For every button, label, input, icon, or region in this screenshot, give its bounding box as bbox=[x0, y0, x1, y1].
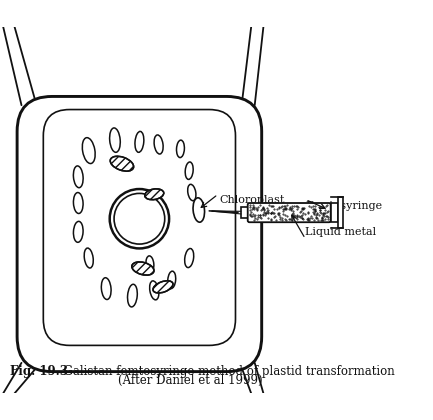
Ellipse shape bbox=[74, 221, 83, 242]
FancyBboxPatch shape bbox=[241, 207, 249, 218]
Ellipse shape bbox=[177, 140, 184, 158]
Ellipse shape bbox=[145, 189, 164, 200]
FancyBboxPatch shape bbox=[331, 203, 338, 222]
Ellipse shape bbox=[184, 249, 194, 268]
Ellipse shape bbox=[110, 189, 169, 249]
Text: (After Daniel et al 1999): (After Daniel et al 1999) bbox=[118, 374, 262, 387]
Ellipse shape bbox=[187, 184, 196, 201]
Ellipse shape bbox=[110, 128, 120, 152]
Text: Liquid metal: Liquid metal bbox=[305, 227, 376, 237]
Ellipse shape bbox=[146, 256, 154, 273]
Text: Chloroplast: Chloroplast bbox=[220, 195, 285, 205]
Ellipse shape bbox=[153, 281, 173, 293]
Ellipse shape bbox=[168, 271, 176, 289]
Ellipse shape bbox=[73, 166, 83, 188]
FancyBboxPatch shape bbox=[248, 203, 331, 222]
Text: Femtosyringe: Femtosyringe bbox=[305, 201, 382, 211]
Ellipse shape bbox=[84, 248, 93, 268]
Ellipse shape bbox=[193, 198, 204, 222]
Ellipse shape bbox=[82, 138, 95, 163]
FancyBboxPatch shape bbox=[43, 110, 236, 345]
Ellipse shape bbox=[154, 135, 163, 154]
Ellipse shape bbox=[150, 281, 159, 300]
Text: Galistan femtosyringe method of plastid transformation: Galistan femtosyringe method of plastid … bbox=[55, 365, 394, 378]
Text: Fig. 19.3: Fig. 19.3 bbox=[10, 365, 68, 378]
FancyBboxPatch shape bbox=[17, 97, 262, 372]
Ellipse shape bbox=[101, 278, 111, 299]
Ellipse shape bbox=[110, 156, 134, 171]
Ellipse shape bbox=[128, 284, 137, 307]
FancyBboxPatch shape bbox=[338, 197, 343, 228]
Ellipse shape bbox=[135, 131, 144, 152]
Ellipse shape bbox=[132, 262, 154, 275]
Ellipse shape bbox=[74, 192, 83, 213]
Ellipse shape bbox=[185, 162, 193, 179]
